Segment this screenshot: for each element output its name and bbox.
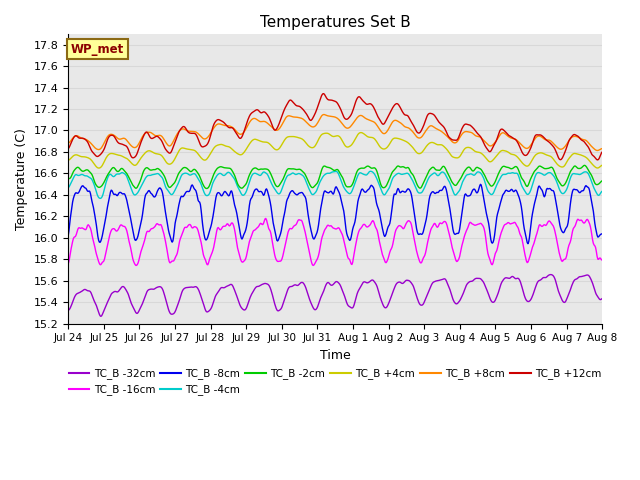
- Line: TC_B -16cm: TC_B -16cm: [68, 218, 602, 265]
- TC_B +12cm: [417, 129, 424, 135]
- TC_B +12cm: [74, 134, 82, 140]
- TC_B +4cm: [401, 138, 409, 144]
- TC_B -2cm: [64, 176, 72, 181]
- TC_B -32cm: [130, 305, 138, 311]
- TC_B -2cm: [129, 182, 136, 188]
- TC_B +4cm: [417, 150, 425, 156]
- TC_B +12cm: [598, 149, 606, 155]
- TC_B -2cm: [183, 166, 191, 171]
- Legend: TC_B -32cm, TC_B -16cm, TC_B -8cm, TC_B -4cm, TC_B -2cm, TC_B +4cm, TC_B +8cm, T: TC_B -32cm, TC_B -16cm, TC_B -8cm, TC_B …: [65, 364, 606, 399]
- TC_B +8cm: [183, 128, 191, 133]
- TC_B -16cm: [129, 256, 136, 262]
- TC_B -4cm: [417, 190, 425, 196]
- TC_B -4cm: [96, 195, 104, 201]
- TC_B -32cm: [97, 313, 105, 319]
- Title: Temperatures Set B: Temperatures Set B: [260, 15, 411, 30]
- TC_B -2cm: [417, 185, 424, 191]
- TC_B -8cm: [524, 241, 532, 247]
- Line: TC_B -8cm: TC_B -8cm: [68, 184, 602, 244]
- TC_B -8cm: [64, 233, 72, 239]
- TC_B -32cm: [64, 308, 72, 313]
- Y-axis label: Temperature (C): Temperature (C): [15, 128, 28, 229]
- TC_B +12cm: [320, 91, 328, 96]
- TC_B -32cm: [74, 290, 82, 296]
- TC_B +8cm: [211, 123, 219, 129]
- Line: TC_B -2cm: TC_B -2cm: [68, 165, 602, 189]
- TC_B +8cm: [64, 140, 72, 146]
- TC_B -8cm: [598, 231, 606, 237]
- TC_B -32cm: [417, 302, 424, 308]
- Line: TC_B -4cm: TC_B -4cm: [68, 171, 602, 198]
- TC_B +12cm: [129, 155, 136, 161]
- TC_B -16cm: [598, 257, 606, 263]
- TC_B +12cm: [64, 146, 72, 152]
- TC_B -16cm: [64, 261, 72, 267]
- TC_B -32cm: [401, 279, 408, 285]
- TC_B -16cm: [262, 216, 269, 221]
- TC_B +4cm: [212, 143, 220, 149]
- TC_B -2cm: [202, 186, 210, 192]
- TC_B +8cm: [593, 147, 601, 153]
- TC_B +12cm: [594, 157, 602, 163]
- TC_B +4cm: [95, 165, 102, 171]
- TC_B +4cm: [130, 162, 138, 168]
- TC_B -4cm: [367, 168, 374, 174]
- Line: TC_B -32cm: TC_B -32cm: [68, 275, 602, 316]
- Line: TC_B +8cm: TC_B +8cm: [68, 115, 602, 150]
- TC_B -4cm: [184, 171, 191, 177]
- TC_B -4cm: [74, 172, 82, 178]
- TC_B -32cm: [598, 296, 606, 301]
- TC_B -16cm: [212, 232, 220, 238]
- TC_B -16cm: [74, 227, 82, 232]
- TC_B -32cm: [184, 285, 191, 290]
- TC_B +4cm: [74, 152, 82, 158]
- TC_B -2cm: [598, 178, 606, 184]
- TC_B -4cm: [64, 185, 72, 191]
- TC_B -8cm: [74, 191, 82, 196]
- TC_B -16cm: [132, 263, 140, 268]
- TC_B -2cm: [401, 165, 408, 170]
- TC_B -4cm: [130, 191, 138, 197]
- TC_B -2cm: [580, 162, 588, 168]
- TC_B -16cm: [401, 222, 409, 228]
- TC_B -4cm: [401, 171, 409, 177]
- TC_B +8cm: [417, 135, 424, 141]
- TC_B -4cm: [598, 188, 606, 194]
- Text: WP_met: WP_met: [71, 43, 124, 56]
- TC_B -32cm: [212, 292, 220, 298]
- TC_B +8cm: [129, 144, 136, 150]
- TC_B +4cm: [598, 162, 606, 168]
- TC_B -16cm: [417, 260, 425, 266]
- TC_B -2cm: [74, 165, 82, 170]
- TC_B +8cm: [74, 133, 82, 139]
- TC_B -8cm: [400, 189, 408, 194]
- TC_B -32cm: [547, 272, 555, 277]
- Line: TC_B +12cm: TC_B +12cm: [68, 94, 602, 160]
- TC_B +12cm: [183, 128, 191, 133]
- TC_B +8cm: [320, 112, 328, 118]
- TC_B -8cm: [415, 231, 423, 237]
- TC_B -16cm: [184, 223, 191, 229]
- TC_B -2cm: [212, 167, 220, 173]
- TC_B -8cm: [211, 199, 219, 204]
- Line: TC_B +4cm: TC_B +4cm: [68, 132, 602, 168]
- TC_B -8cm: [477, 181, 484, 187]
- TC_B -4cm: [212, 174, 220, 180]
- TC_B +8cm: [401, 124, 408, 130]
- TC_B +4cm: [357, 130, 365, 135]
- TC_B +12cm: [401, 112, 408, 118]
- TC_B -8cm: [129, 227, 136, 233]
- X-axis label: Time: Time: [320, 349, 351, 362]
- TC_B +4cm: [184, 146, 191, 152]
- TC_B -8cm: [183, 189, 191, 194]
- TC_B +12cm: [211, 119, 219, 125]
- TC_B +4cm: [64, 157, 72, 163]
- TC_B +8cm: [598, 145, 606, 151]
